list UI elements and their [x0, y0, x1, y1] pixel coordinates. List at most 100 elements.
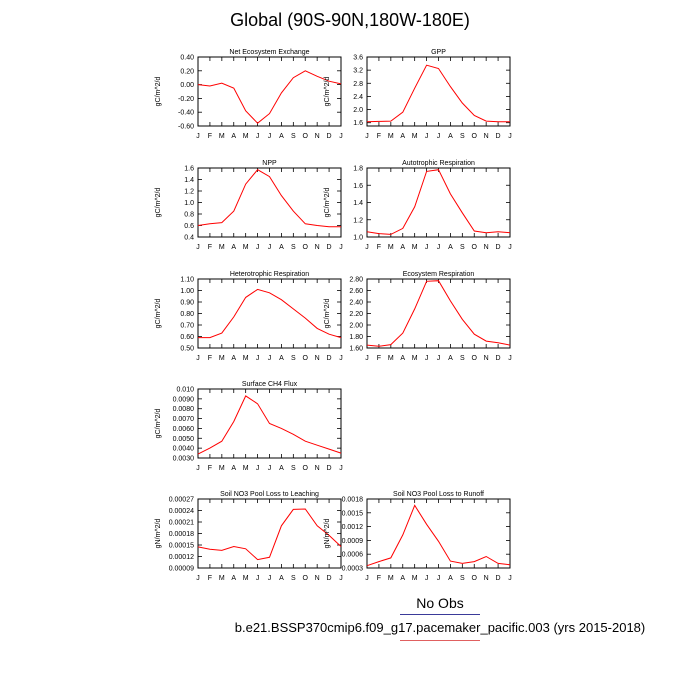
- y-tick-label: 0.70: [180, 323, 194, 330]
- x-tick-label: A: [448, 575, 453, 582]
- x-tick-label: D: [327, 133, 332, 140]
- x-tick-label: A: [400, 575, 405, 582]
- x-tick-label: A: [448, 355, 453, 362]
- y-axis-label: gC/m^2/d: [324, 188, 331, 218]
- y-tick-label: 0.8: [184, 212, 194, 219]
- x-tick-label: J: [437, 244, 441, 251]
- series-line: [197, 508, 342, 561]
- x-tick-label: D: [496, 355, 501, 362]
- chart-panel: Ecosystem Respiration 2.80 2.60 2.40 2.20 2.0…: [324, 271, 512, 362]
- x-tick-label: J: [508, 355, 512, 362]
- x-tick-label: A: [231, 465, 236, 472]
- y-tick-label: 1.6: [353, 120, 363, 127]
- x-tick-label: J: [196, 244, 200, 251]
- x-tick-label: A: [400, 355, 405, 362]
- x-tick-label: S: [291, 355, 296, 362]
- y-tick-label: 1.4: [353, 200, 363, 207]
- figure-title: Global (90S-90N,180W-180E): [230, 10, 470, 30]
- x-tick-label: O: [303, 244, 309, 251]
- x-tick-label: F: [208, 465, 212, 472]
- y-tick-label: 1.80: [349, 334, 363, 341]
- x-tick-label: J: [256, 244, 260, 251]
- plot-frame: [366, 56, 511, 127]
- x-tick-label: J: [425, 133, 429, 140]
- x-tick-label: S: [460, 575, 465, 582]
- x-tick-label: J: [268, 133, 272, 140]
- x-tick-label: M: [243, 575, 249, 582]
- y-tick-label: 2.20: [349, 311, 363, 318]
- y-tick-label: 0.00009: [169, 566, 194, 573]
- y-tick-label: 1.2: [184, 189, 194, 196]
- chart-panel: Net Ecosystem Exchange 0.40 0.20 0.00 -0.20 -…: [155, 49, 343, 140]
- x-tick-label: J: [339, 465, 343, 472]
- x-tick-label: D: [496, 575, 501, 582]
- series-line: [198, 288, 342, 339]
- plot-frame: [366, 278, 511, 349]
- x-tick-label: M: [219, 133, 225, 140]
- y-axis-label: gC/m^2/d: [324, 299, 331, 329]
- x-tick-label: J: [196, 133, 200, 140]
- y-tick-label: 3.6: [353, 55, 363, 62]
- y-tick-label: 0.0040: [173, 446, 195, 453]
- x-tick-label: J: [425, 355, 429, 362]
- series-line: [197, 70, 342, 124]
- x-tick-label: M: [388, 575, 394, 582]
- series-line: [366, 280, 511, 347]
- x-tick-label: J: [196, 355, 200, 362]
- y-tick-label: 3.2: [353, 68, 363, 75]
- x-tick-label: N: [315, 355, 320, 362]
- y-tick-label: 0.0003: [342, 566, 364, 573]
- x-tick-label: A: [279, 244, 284, 251]
- x-tick-label: J: [268, 575, 272, 582]
- x-tick-label: S: [291, 244, 296, 251]
- chart-panel: Heterotrophic Respiration 1.10 1.00 0.90 0.8…: [155, 271, 343, 362]
- y-tick-label: 2.4: [353, 94, 363, 101]
- y-tick-label: 0.0015: [342, 510, 364, 517]
- x-tick-label: J: [437, 133, 441, 140]
- y-axis-label: gC/m^2/d: [155, 409, 162, 439]
- x-tick-label: M: [243, 244, 249, 251]
- series-line: [366, 64, 510, 123]
- y-tick-label: 0.010: [176, 387, 194, 394]
- panel-title: Heterotrophic Respiration: [230, 271, 309, 278]
- y-tick-label: -0.40: [178, 110, 194, 117]
- chart-panel: Soil NO3 Pool Loss to Runoff 0.0018 0.0015…: [324, 491, 512, 582]
- x-tick-label: A: [231, 575, 236, 582]
- x-tick-label: F: [208, 355, 212, 362]
- x-tick-label: F: [377, 575, 381, 582]
- y-tick-label: 0.40: [180, 55, 194, 62]
- panel-title: Autotrophic Respiration: [402, 160, 475, 167]
- panel-title: Surface CH4 Flux: [242, 381, 298, 388]
- x-tick-label: S: [291, 575, 296, 582]
- y-tick-label: 1.4: [184, 177, 194, 184]
- x-tick-label: S: [460, 133, 465, 140]
- x-tick-label: J: [437, 575, 441, 582]
- y-tick-label: 0.0006: [342, 552, 364, 559]
- panel-title: NPP: [262, 160, 277, 167]
- y-axis-label: gC/m^2/d: [155, 77, 162, 107]
- y-tick-label: 0.00: [180, 82, 194, 89]
- plot-frame: [197, 278, 342, 349]
- y-axis-label: gN/m^2/d: [324, 519, 331, 549]
- x-tick-label: A: [279, 465, 284, 472]
- y-tick-label: 0.20: [180, 68, 194, 75]
- x-tick-label: J: [268, 355, 272, 362]
- x-tick-label: M: [219, 244, 225, 251]
- x-tick-label: N: [315, 244, 320, 251]
- x-tick-label: M: [219, 465, 225, 472]
- panel-title: Net Ecosystem Exchange: [229, 49, 309, 56]
- x-tick-label: D: [496, 244, 501, 251]
- x-tick-label: M: [412, 133, 418, 140]
- panel-title: GPP: [431, 49, 446, 56]
- chart-panel: Surface CH4 Flux 0.010 0.0090 0.0080 0.0070 0…: [155, 381, 343, 472]
- x-tick-label: M: [243, 133, 249, 140]
- y-tick-label: 1.6: [353, 183, 363, 190]
- y-tick-label: 0.00012: [169, 554, 194, 561]
- y-tick-label: 0.00027: [169, 497, 194, 504]
- x-tick-label: S: [460, 244, 465, 251]
- x-tick-label: J: [365, 244, 369, 251]
- y-axis-label: gC/m^2/d: [324, 77, 331, 107]
- y-tick-label: 0.00021: [169, 520, 194, 527]
